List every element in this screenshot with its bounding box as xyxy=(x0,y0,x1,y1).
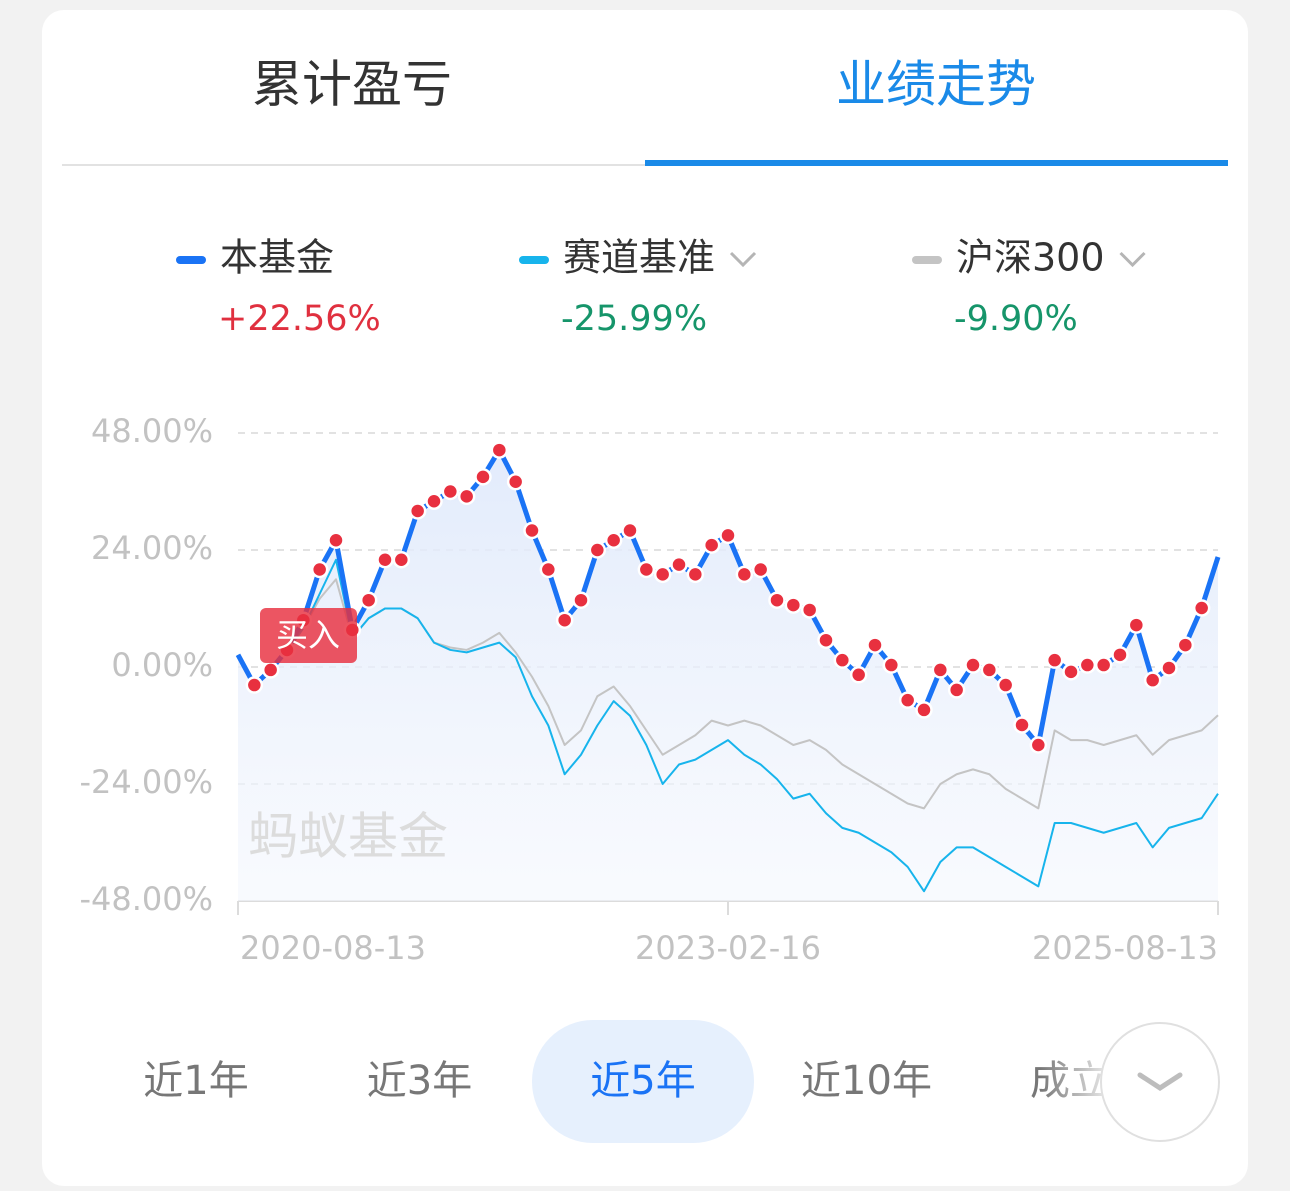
trade-dot xyxy=(359,591,378,609)
trade-dot xyxy=(686,565,705,584)
expand-chevron xyxy=(1137,1072,1183,1091)
trade-dot xyxy=(702,536,721,554)
period-option[interactable]: 近3年 xyxy=(367,1058,472,1104)
watermark: 蚂蚁基金 xyxy=(248,808,448,866)
trade-dot xyxy=(1078,656,1097,674)
x-tick-label: 2025-08-13 xyxy=(1032,929,1218,967)
trade-dot xyxy=(604,531,623,549)
trade-dot xyxy=(637,560,656,579)
trade-dot xyxy=(996,676,1015,694)
trade-dot xyxy=(621,521,639,540)
trade-dot xyxy=(1062,663,1080,681)
area-fill xyxy=(238,450,1218,901)
y-tick-label: 0.00% xyxy=(111,646,213,684)
tab[interactable]: 业绩走势 xyxy=(836,56,1036,114)
expand-button[interactable] xyxy=(1100,1022,1220,1142)
trade-dot xyxy=(1013,716,1031,734)
trade-dot xyxy=(506,473,525,491)
legend-dropdown[interactable] xyxy=(1119,251,1146,268)
buy-label: 买入 xyxy=(276,616,340,654)
period-option[interactable]: 近5年 xyxy=(590,1058,695,1104)
trade-dot xyxy=(866,636,884,654)
trade-dot xyxy=(1127,616,1146,634)
trade-dot xyxy=(1176,636,1195,654)
trade-dot xyxy=(376,551,394,569)
trade-dot xyxy=(1160,659,1178,677)
trade-dot xyxy=(719,526,737,545)
trade-dot xyxy=(1192,599,1211,617)
trade-dot xyxy=(490,441,509,459)
trade-dot xyxy=(882,656,901,674)
y-tick-label: 48.00% xyxy=(91,412,213,450)
trade-dot xyxy=(555,611,574,629)
trade-dot xyxy=(947,681,966,699)
trade-dot xyxy=(245,676,264,694)
trade-dot xyxy=(441,482,460,501)
series-line xyxy=(237,558,1219,893)
trade-dot xyxy=(1143,671,1162,689)
trade-dot xyxy=(588,541,607,559)
legend-return: -9.90% xyxy=(954,299,1078,339)
trade-dot xyxy=(474,468,492,486)
trade-dot xyxy=(670,555,688,574)
legend-return: -25.99% xyxy=(561,299,707,339)
trade-dot xyxy=(1029,736,1048,754)
trade-dot xyxy=(964,656,982,674)
trade-dot xyxy=(980,661,999,679)
trade-dot xyxy=(457,487,476,506)
trade-dot xyxy=(817,631,835,649)
trade-dot xyxy=(768,591,786,609)
y-tick-label: -24.00% xyxy=(79,763,213,801)
y-tick-label: 24.00% xyxy=(91,529,213,567)
x-tick-label: 2020-08-13 xyxy=(240,929,426,967)
buy-badge xyxy=(260,608,357,663)
trade-dot xyxy=(261,661,280,679)
trade-dot xyxy=(539,560,558,579)
legend-label[interactable]: 赛道基准 xyxy=(563,236,715,280)
trade-dot xyxy=(408,502,427,520)
trade-dot xyxy=(915,701,933,719)
trade-dot xyxy=(1045,651,1064,669)
legend-label[interactable]: 本基金 xyxy=(220,236,334,280)
trade-dot xyxy=(653,565,672,584)
legend-dropdown[interactable] xyxy=(729,251,757,268)
trade-dot xyxy=(735,565,754,584)
x-tick-label: 2023-02-16 xyxy=(635,929,821,967)
trade-dot xyxy=(523,521,541,540)
legend-label[interactable]: 沪深300 xyxy=(956,236,1105,280)
y-tick-label: -48.00% xyxy=(79,880,213,918)
period-option[interactable]: 近10年 xyxy=(801,1058,932,1104)
period-option[interactable]: 近1年 xyxy=(143,1058,248,1104)
trade-dot xyxy=(751,560,770,579)
trade-dot xyxy=(425,492,443,510)
trade-dot xyxy=(1111,646,1129,664)
trade-dot xyxy=(572,591,590,609)
period-selected-bg xyxy=(532,1020,754,1143)
trade-dot xyxy=(849,666,868,684)
trade-dot xyxy=(800,601,819,619)
trade-dot xyxy=(392,551,411,569)
trade-dot xyxy=(833,651,852,669)
tab[interactable]: 累计盈亏 xyxy=(252,56,452,114)
trade-dot xyxy=(931,661,950,679)
trade-dot xyxy=(327,531,345,549)
legend-return: +22.56% xyxy=(218,299,381,339)
trade-dot xyxy=(310,560,329,579)
trade-dot xyxy=(898,691,917,709)
trade-dot xyxy=(784,596,803,614)
tab-indicator xyxy=(645,160,1228,166)
trade-dot xyxy=(1094,656,1113,674)
